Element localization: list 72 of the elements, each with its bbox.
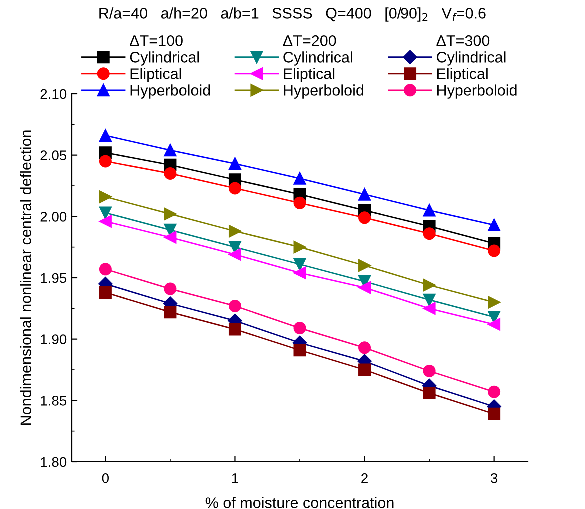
text: ΔT=100: [130, 35, 183, 46]
point: [164, 144, 177, 157]
point: [423, 387, 436, 400]
y-tick-label: 1.95: [41, 273, 67, 284]
y-tick-label: 1.85: [41, 396, 67, 406]
point: [488, 296, 501, 309]
point: [488, 219, 501, 232]
y-tick-label: 1.90: [41, 334, 67, 345]
legend-label: Hyperboloid: [438, 84, 517, 99]
point: [423, 228, 436, 240]
point: [164, 224, 177, 236]
point: [99, 155, 112, 168]
point: [423, 204, 436, 217]
point: [488, 408, 501, 420]
x-tick-label: 2: [362, 473, 368, 484]
legend-label: Hyperboloid: [130, 84, 210, 99]
x-tick-label: 3: [490, 473, 498, 484]
point: [294, 196, 306, 210]
point: [164, 282, 177, 296]
legend-label: Cylindrical: [437, 52, 506, 66]
x-tick-label: 0: [102, 473, 109, 484]
x-tick-label: 1: [232, 474, 238, 484]
y-tick-label: 2.00: [40, 212, 67, 222]
point: [99, 215, 112, 228]
point: [294, 344, 306, 357]
legend-label: Cylindrical: [284, 52, 352, 66]
text: ΔT=300: [436, 35, 490, 46]
point: [294, 241, 306, 254]
point: [358, 364, 372, 376]
legend-label: Eliptical: [438, 68, 488, 82]
point: [294, 258, 306, 271]
legend-label: Eliptical: [284, 68, 335, 82]
y-tick-label: 1.80: [41, 457, 67, 468]
point: [358, 188, 372, 201]
point: [99, 190, 112, 204]
point: [488, 318, 501, 331]
y-tick-label: 2.10: [40, 89, 67, 100]
point: [99, 129, 112, 142]
point: [228, 182, 242, 195]
point: [423, 302, 436, 315]
point: [294, 266, 306, 280]
point: [228, 248, 242, 261]
y-tick-label: 2.05: [40, 150, 67, 161]
point: [488, 386, 501, 398]
point: [228, 323, 242, 336]
y-axis-title: Nondimensional nonlinear central deflection: [20, 130, 32, 425]
point: [358, 212, 372, 224]
point: [358, 259, 372, 272]
legend-label: Eliptical: [130, 68, 182, 82]
point: [423, 364, 436, 378]
point: [164, 231, 177, 244]
point: [228, 225, 242, 238]
legend-label: Cylindrical: [130, 52, 200, 66]
point: [423, 294, 436, 306]
point: [164, 167, 177, 180]
legend-label: Hyperboloid: [284, 84, 364, 99]
point: [358, 342, 372, 354]
chart-title: R/a=40 a/h=20 a/b=1 SSSS Q=400 [0/90]$_{2}$ V$_{f}$=0.6: [100, 8, 486, 22]
x-axis-title: % of moisture concentration: [206, 497, 394, 508]
point: [99, 263, 112, 276]
point: [488, 244, 501, 258]
point: [423, 279, 436, 292]
point: [164, 306, 177, 319]
point: [228, 300, 242, 312]
text: ΔT=200: [283, 35, 336, 46]
point: [294, 322, 306, 335]
point: [228, 158, 242, 170]
point: [99, 286, 112, 299]
point: [164, 208, 177, 220]
point: [358, 282, 372, 294]
point: [294, 172, 306, 185]
point: [99, 206, 112, 220]
